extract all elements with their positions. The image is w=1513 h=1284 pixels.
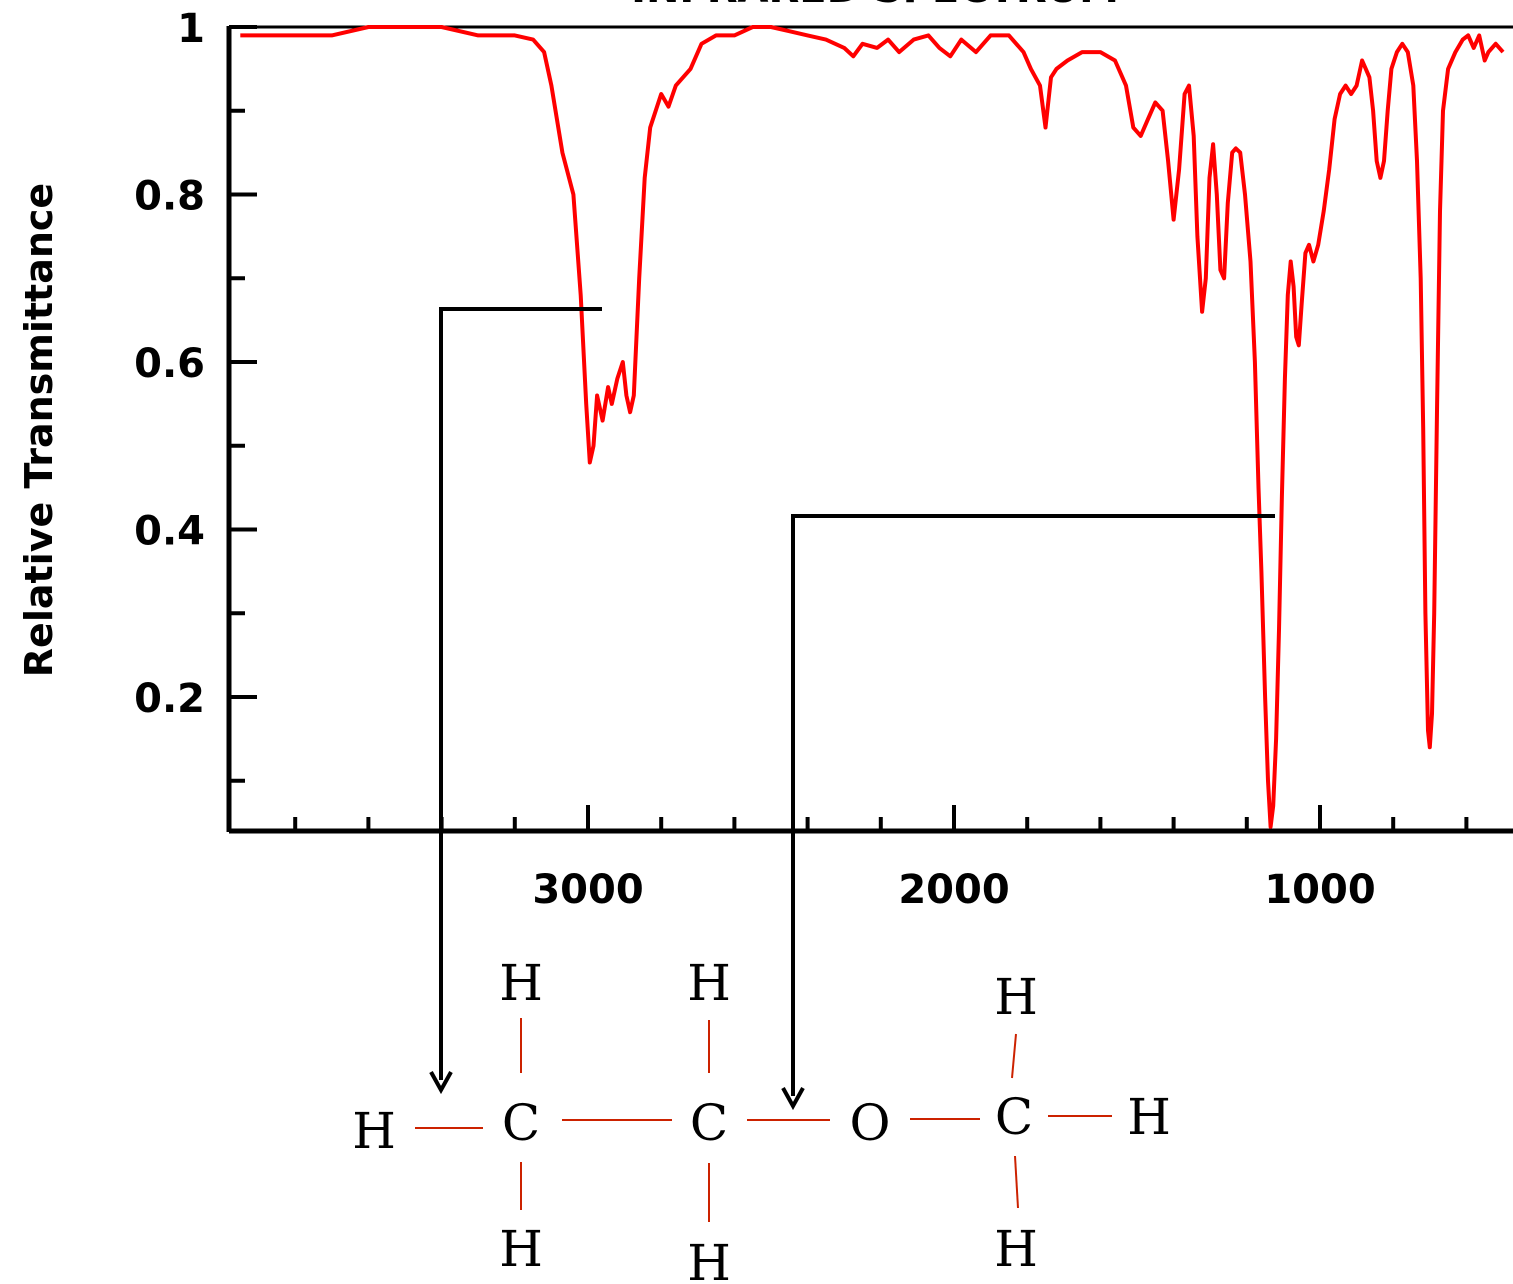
y-tick-label: 0.2: [134, 676, 205, 722]
spectrum-series-line: [240, 25, 1505, 829]
x-tick-label: 3000: [532, 867, 643, 913]
y-tick-label: 0.8: [134, 174, 205, 220]
x-tick-label: 1000: [1264, 867, 1375, 913]
axis-ticks: [229, 25, 1469, 831]
atom-hydrogen: H: [1127, 1088, 1171, 1146]
atom-oxygen: O: [850, 1094, 891, 1152]
co-arrow-head: [781, 1087, 805, 1111]
atom-hydrogen: H: [994, 1220, 1038, 1278]
atom-carbon: C: [995, 1088, 1033, 1146]
atom-hydrogen: H: [499, 954, 543, 1012]
axis-tick-labels: 3000 2000 1000 1 0.8 0.6 0.4 0.2: [134, 6, 1376, 913]
y-axis-label: Relative Transmittance: [17, 183, 61, 677]
ch-stretch-arrow: [439, 307, 602, 1080]
chart-title: INFRARED SPECTRUM: [631, 0, 1119, 12]
y-tick-label: 0.4: [134, 509, 205, 555]
co-stretch-arrow: [791, 514, 1275, 1096]
molecule-atoms: H C C O C H H H H H H H: [352, 954, 1171, 1284]
atom-carbon: C: [690, 1094, 728, 1152]
atom-carbon: C: [502, 1094, 540, 1152]
atom-hydrogen: H: [687, 954, 731, 1012]
atom-hydrogen: H: [499, 1220, 543, 1278]
bond: [1011, 1033, 1017, 1079]
annotation-arrows: [429, 307, 1275, 1111]
atom-hydrogen: H: [687, 1234, 731, 1284]
x-tick-label: 2000: [898, 867, 1009, 913]
y-tick-label: 1: [177, 6, 205, 52]
bond: [1014, 1155, 1019, 1209]
atom-hydrogen: H: [352, 1102, 396, 1160]
molecule-bonds: [415, 1018, 1112, 1222]
ch-arrow-head: [429, 1071, 453, 1095]
y-tick-label: 0.6: [134, 341, 205, 387]
atom-hydrogen: H: [994, 968, 1038, 1026]
